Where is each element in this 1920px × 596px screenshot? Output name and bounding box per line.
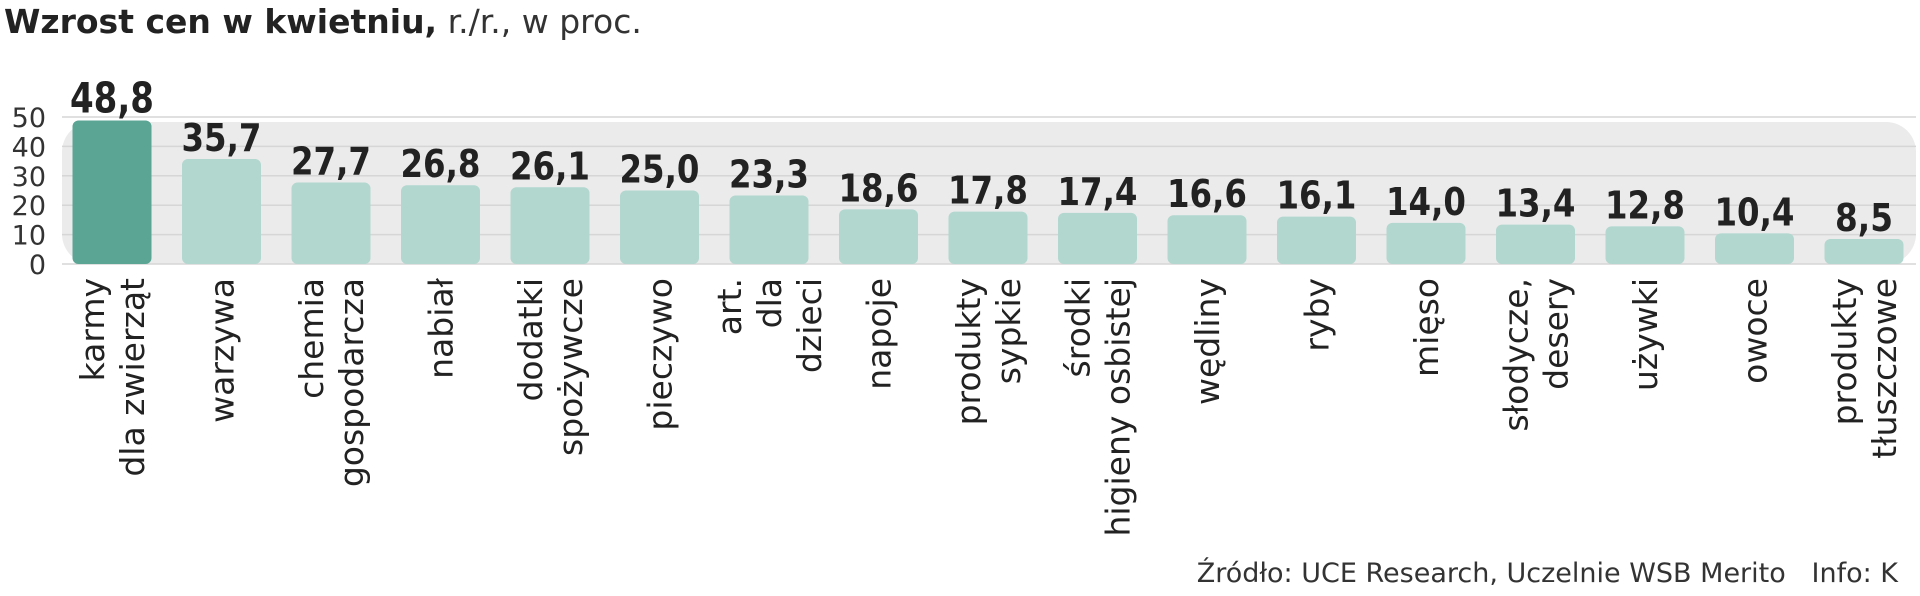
bar (948, 211, 1028, 264)
category-label: produkty sypkie (949, 278, 1028, 425)
category-label-line: dodatki (511, 278, 550, 402)
category-label-line: nabiał (422, 277, 461, 378)
data-label: 26,1 (510, 144, 590, 188)
data-label: 14,0 (1386, 180, 1466, 224)
category-label: karmy dla zwierząt (73, 278, 152, 477)
category-label-line: słodycze, (1497, 278, 1536, 432)
category-label-line: gospodarcza (332, 278, 371, 487)
y-tick-label: 50 (12, 103, 46, 134)
data-label: 26,8 (401, 142, 481, 186)
data-label: 23,3 (729, 152, 809, 196)
source-info: Info: K (1811, 558, 1898, 589)
category-label: ryby (1298, 278, 1337, 352)
category-label-line: dla zwierząt (113, 278, 152, 477)
data-label: 10,4 (1715, 190, 1795, 234)
category-label-line: dla (750, 278, 789, 328)
category-label: dodatki spożywcze (511, 278, 590, 456)
data-label: 12,8 (1605, 183, 1685, 227)
category-label: używki (1626, 278, 1665, 391)
category-label-line: dzieci (790, 278, 829, 373)
category-label-line: produkty (1825, 278, 1864, 425)
bar (510, 187, 590, 264)
category-label-line: higieny osbistej (1099, 278, 1138, 537)
data-label: 13,4 (1496, 182, 1576, 226)
source-note: Źródło: UCE Research, Uczelnie WSB Merit… (1197, 558, 1898, 589)
category-label: mięso (1407, 278, 1446, 377)
y-tick-label: 30 (12, 162, 46, 193)
data-label: 25,0 (620, 148, 700, 192)
y-tick-label: 10 (12, 221, 46, 252)
source-text: Źródło: UCE Research, Uczelnie WSB Merit… (1196, 558, 1786, 589)
data-label: 48,8 (70, 74, 154, 123)
category-label-line: środki (1059, 278, 1098, 377)
category-label-line: owoce (1736, 278, 1775, 384)
data-label: 35,7 (182, 116, 262, 160)
bar (291, 182, 371, 264)
bar (1496, 224, 1575, 264)
y-tick-label: 20 (12, 191, 46, 222)
data-label: 16,6 (1167, 172, 1247, 216)
bar (1277, 216, 1356, 264)
category-label: owoce (1736, 278, 1775, 384)
category-label-line: spożywcze (551, 278, 590, 456)
category-label: wędliny (1188, 278, 1227, 405)
category-label: napoje (860, 278, 899, 390)
bar (729, 195, 809, 264)
category-label-line: napoje (860, 278, 899, 390)
bar (1824, 239, 1904, 264)
category-label-line: karmy (73, 278, 112, 381)
bar (1167, 215, 1247, 264)
category-label-line: produkty (949, 278, 988, 425)
category-label: art. dla dzieci (710, 278, 829, 373)
y-tick-label: 40 (12, 132, 46, 163)
data-label: 16,1 (1277, 174, 1357, 218)
category-label: produkty tłuszczowe (1825, 278, 1904, 459)
category-label: środki higieny osbistej (1059, 278, 1138, 537)
data-label: 8,5 (1835, 196, 1893, 240)
category-label-line: warzywa (203, 278, 242, 423)
category-label: nabiał (422, 277, 461, 378)
category-label-line: desery (1537, 278, 1576, 390)
category-label: warzywa (203, 278, 242, 423)
bar (1715, 233, 1794, 264)
category-label-line: sypkie (989, 278, 1028, 384)
category-label-line: chemia (292, 278, 331, 399)
category-label: chemia gospodarcza (292, 278, 371, 487)
bar (401, 185, 480, 264)
category-label: słodycze, desery (1497, 278, 1576, 432)
data-label: 18,6 (839, 166, 919, 210)
category-label-line: ryby (1298, 278, 1337, 352)
chart-title-main: Wzrost cen w kwietniu, (4, 2, 438, 41)
category-label: pieczywo (641, 278, 680, 431)
bar (620, 190, 699, 264)
bar (1386, 222, 1466, 264)
bar (1605, 226, 1685, 264)
bar (182, 159, 261, 264)
data-label: 17,4 (1058, 170, 1138, 214)
category-label-line: wędliny (1188, 278, 1227, 405)
category-label-line: pieczywo (641, 278, 680, 431)
category-label-line: art. (710, 278, 749, 335)
data-label: 17,8 (948, 169, 1028, 213)
bar (72, 120, 152, 264)
chart-title: Wzrost cen w kwietniu, r./r., w proc. (4, 2, 642, 42)
chart-title-sub: r./r., w proc. (437, 2, 642, 41)
category-label-line: tłuszczowe (1865, 278, 1904, 459)
data-label: 27,7 (291, 140, 371, 184)
category-label-line: mięso (1407, 278, 1446, 377)
bar (839, 209, 918, 264)
y-tick-label: 0 (29, 250, 46, 281)
bar (1058, 212, 1137, 264)
category-label-line: używki (1626, 278, 1665, 391)
